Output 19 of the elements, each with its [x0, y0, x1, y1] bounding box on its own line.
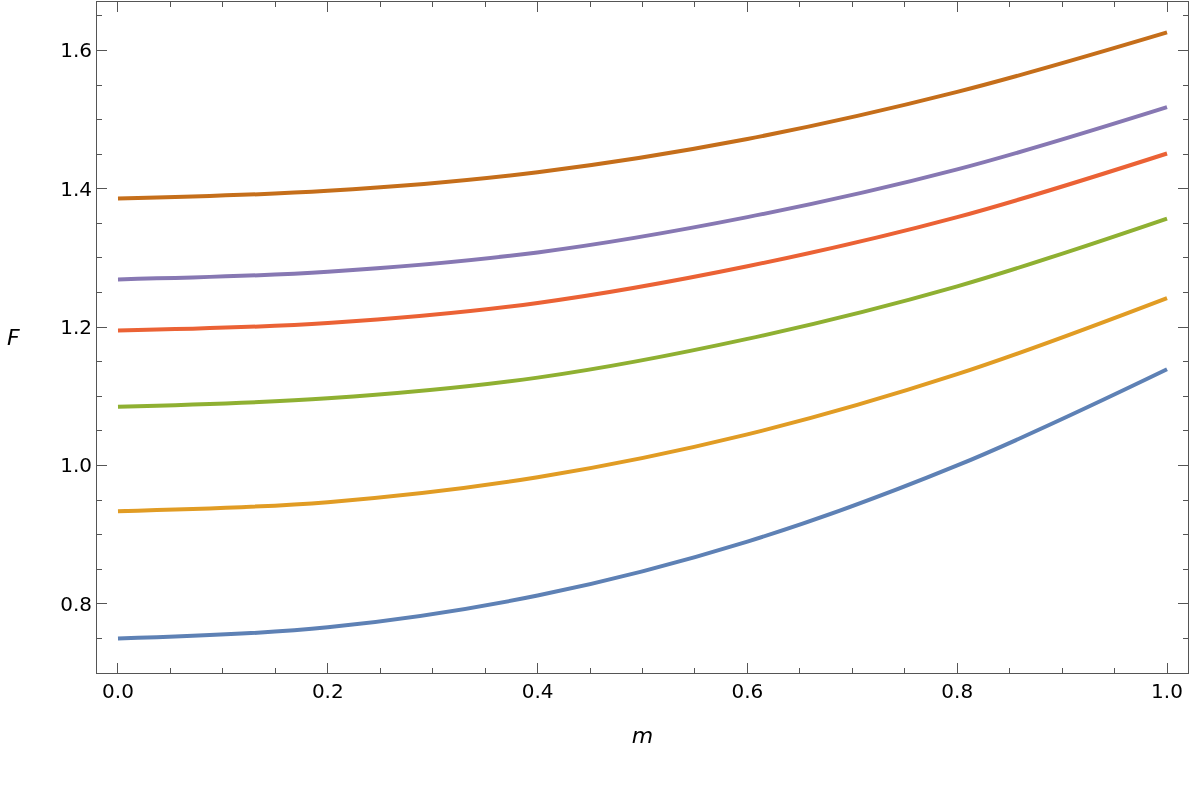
- y-tick-label: 1.2: [60, 315, 92, 340]
- line-series: [115, 296, 1170, 514]
- y-tick-label: 1.0: [60, 453, 92, 478]
- y-tick-label: 1.4: [60, 176, 92, 201]
- x-tick-label: 0.4: [521, 679, 554, 703]
- x-tick-label: 0.2: [311, 679, 344, 703]
- line-series: [115, 105, 1170, 282]
- x-tick-label: 0.0: [102, 679, 134, 703]
- line-series: [115, 30, 1170, 201]
- x-tick-label: 1.0: [1151, 679, 1183, 703]
- y-axis-title: F: [7, 325, 20, 350]
- y-tick-label: 1.6: [60, 38, 92, 63]
- line-series: [115, 151, 1170, 333]
- x-axis-title: m: [631, 722, 654, 748]
- y-tick-label: 0.8: [60, 591, 92, 616]
- x-tick-label: 0.8: [941, 679, 974, 703]
- line-series: [115, 216, 1170, 409]
- x-tick-label: 0.6: [731, 679, 764, 703]
- line-series: [115, 367, 1170, 641]
